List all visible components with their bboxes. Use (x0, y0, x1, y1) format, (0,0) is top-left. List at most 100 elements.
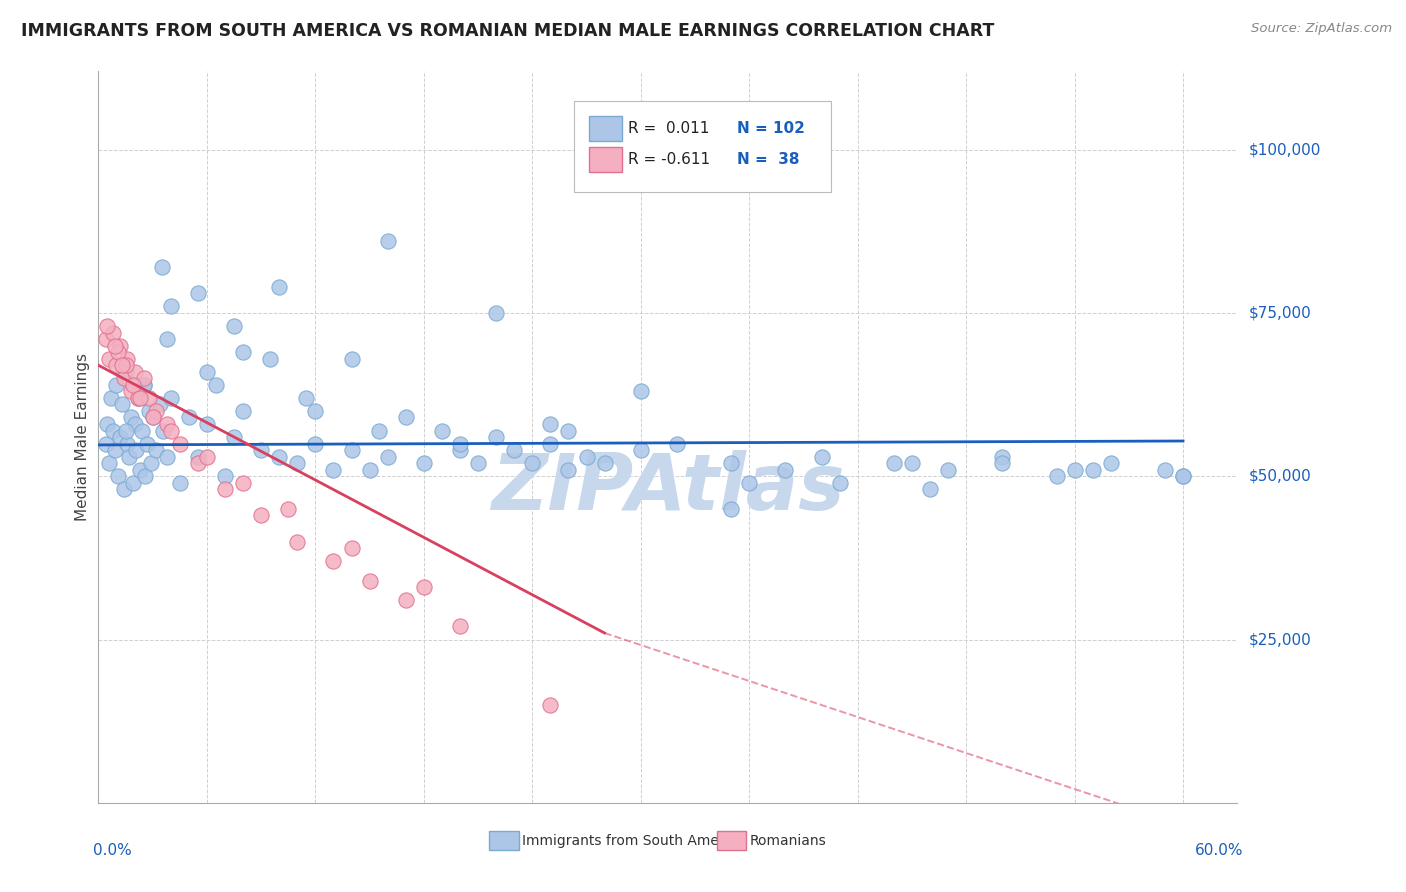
Point (114, 365, 136, 379)
Point (98, 456, 121, 470)
Point (593, 456, 616, 470)
Point (738, 475, 761, 490)
Point (828, 475, 851, 490)
Text: 0.0%: 0.0% (93, 843, 132, 858)
Point (111, 358, 134, 372)
Text: IMMIGRANTS FROM SOUTH AMERICA VS ROMANIAN MEDIAN MALE EARNINGS CORRELATION CHART: IMMIGRANTS FROM SOUTH AMERICA VS ROMANIA… (21, 22, 994, 40)
Point (340, 443, 363, 458)
Text: R =  0.011: R = 0.011 (628, 121, 710, 136)
Point (195, 365, 218, 379)
Point (991, 450, 1014, 464)
Point (195, 417, 218, 431)
Text: Source: ZipAtlas.com: Source: ZipAtlas.com (1251, 22, 1392, 36)
Point (101, 326, 124, 340)
Point (169, 436, 191, 450)
Point (169, 475, 191, 490)
Text: Romanians: Romanians (749, 834, 827, 847)
Point (222, 319, 245, 334)
Text: Immigrants from South America: Immigrants from South America (522, 834, 745, 847)
Point (918, 483, 941, 497)
Point (125, 443, 148, 458)
Point (114, 424, 136, 438)
Point (187, 450, 209, 464)
Point (145, 404, 167, 418)
Point (100, 391, 122, 405)
Point (129, 391, 152, 405)
Point (104, 338, 127, 352)
Text: R = -0.611: R = -0.611 (628, 152, 710, 167)
Point (232, 345, 254, 359)
Point (132, 377, 155, 392)
Point (277, 502, 299, 516)
Point (150, 260, 173, 275)
Point (222, 430, 245, 444)
Point (156, 332, 179, 346)
Point (195, 450, 218, 464)
Point (557, 424, 579, 438)
Point (395, 410, 418, 425)
Point (127, 391, 149, 405)
Point (104, 443, 127, 458)
Point (285, 534, 308, 549)
Point (159, 391, 181, 405)
Point (132, 371, 155, 385)
Point (377, 234, 399, 248)
Point (108, 338, 131, 352)
Point (121, 475, 143, 490)
FancyBboxPatch shape (589, 116, 623, 141)
Point (112, 483, 135, 497)
Point (359, 574, 381, 588)
Point (250, 443, 273, 458)
Point (810, 450, 832, 464)
Point (134, 469, 156, 483)
Point (187, 286, 209, 301)
Point (720, 502, 742, 516)
Point (112, 371, 135, 385)
Point (145, 443, 167, 458)
Point (214, 483, 236, 497)
Point (630, 443, 652, 458)
Point (412, 580, 434, 594)
Point (156, 417, 179, 431)
Point (720, 456, 742, 470)
Point (285, 456, 308, 470)
Point (98, 351, 121, 366)
Point (1171, 469, 1194, 483)
Point (485, 430, 508, 444)
Point (105, 358, 128, 372)
Point (117, 436, 139, 450)
Point (136, 436, 159, 450)
Point (557, 463, 579, 477)
Point (127, 391, 149, 405)
Point (120, 384, 142, 399)
Text: $50,000: $50,000 (1249, 469, 1312, 483)
Point (269, 280, 291, 294)
Point (111, 397, 134, 411)
Point (124, 365, 146, 379)
Point (142, 410, 165, 425)
Point (187, 456, 209, 470)
Point (340, 541, 363, 555)
Point (1081, 463, 1104, 477)
Point (1045, 469, 1067, 483)
Point (449, 619, 471, 633)
Point (503, 443, 526, 458)
Point (149, 397, 172, 411)
Point (304, 404, 326, 418)
Point (205, 377, 228, 392)
Point (467, 456, 489, 470)
FancyBboxPatch shape (575, 101, 831, 192)
Text: $25,000: $25,000 (1249, 632, 1312, 647)
Point (395, 593, 418, 607)
Point (124, 417, 146, 431)
Point (322, 463, 344, 477)
FancyBboxPatch shape (717, 831, 747, 850)
Point (101, 424, 124, 438)
Point (232, 475, 254, 490)
Point (304, 436, 326, 450)
Point (665, 436, 688, 450)
Point (132, 377, 155, 392)
Point (936, 463, 959, 477)
Point (485, 306, 508, 320)
Point (94, 332, 117, 346)
